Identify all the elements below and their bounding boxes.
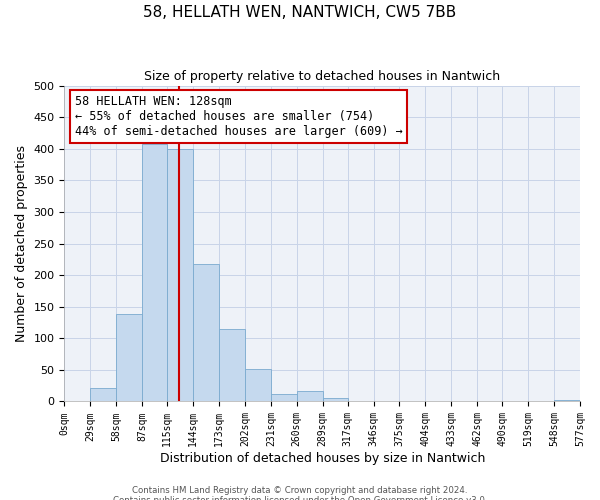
Text: 58, HELLATH WEN, NANTWICH, CW5 7BB: 58, HELLATH WEN, NANTWICH, CW5 7BB: [143, 5, 457, 20]
Bar: [167, 148, 193, 402]
Bar: [245, 368, 271, 402]
Bar: [323, 398, 347, 402]
Text: Contains HM Land Registry data © Crown copyright and database right 2024.: Contains HM Land Registry data © Crown c…: [132, 486, 468, 495]
Bar: [142, 144, 167, 402]
Bar: [219, 329, 245, 402]
Bar: [193, 264, 219, 402]
Bar: [297, 392, 323, 402]
Text: 58 HELLATH WEN: 128sqm
← 55% of detached houses are smaller (754)
44% of semi-de: 58 HELLATH WEN: 128sqm ← 55% of detached…: [75, 95, 403, 138]
Bar: [116, 314, 142, 402]
X-axis label: Distribution of detached houses by size in Nantwich: Distribution of detached houses by size …: [160, 452, 485, 465]
Y-axis label: Number of detached properties: Number of detached properties: [15, 145, 28, 342]
Bar: [271, 394, 297, 402]
Text: Contains public sector information licensed under the Open Government Licence v3: Contains public sector information licen…: [113, 496, 487, 500]
Bar: [91, 388, 116, 402]
Bar: [554, 400, 580, 402]
Title: Size of property relative to detached houses in Nantwich: Size of property relative to detached ho…: [144, 70, 500, 83]
